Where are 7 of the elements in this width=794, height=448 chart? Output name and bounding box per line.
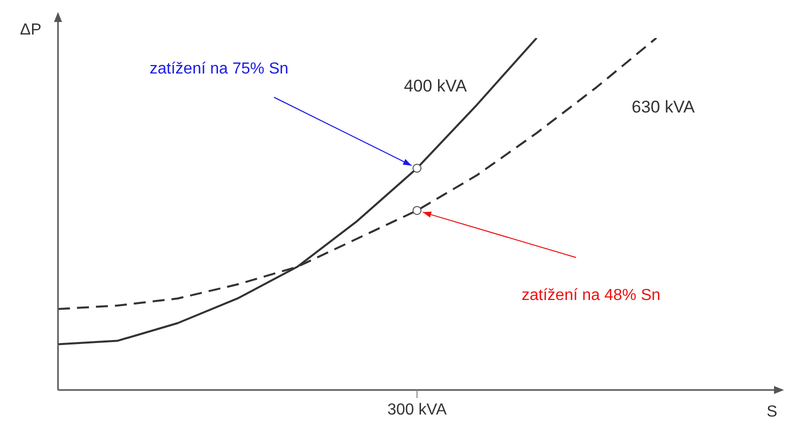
annotation: zatížení na 75% Sn <box>150 60 288 78</box>
text: 300 kVA <box>387 401 447 418</box>
series-label: 630 kVA <box>632 98 696 117</box>
series-label: 400 kVA <box>404 76 468 96</box>
y-axis-title: ΔP <box>20 21 42 38</box>
text: S <box>766 403 778 420</box>
annotation: zatížení na 48% Sn <box>522 286 660 304</box>
